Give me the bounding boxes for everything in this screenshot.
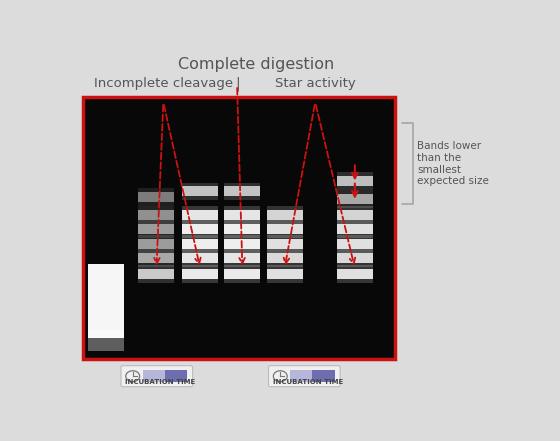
FancyBboxPatch shape bbox=[269, 366, 340, 387]
Bar bbox=[138, 188, 174, 206]
Bar bbox=[337, 220, 373, 238]
Text: Star activity: Star activity bbox=[275, 77, 356, 90]
Bar bbox=[267, 210, 302, 220]
Bar bbox=[138, 265, 174, 283]
Bar bbox=[267, 239, 302, 249]
Bar bbox=[225, 187, 260, 196]
Polygon shape bbox=[143, 370, 187, 382]
Bar bbox=[182, 235, 218, 253]
Bar bbox=[225, 239, 260, 249]
Bar bbox=[267, 265, 302, 283]
Text: Bands lower
than the
smallest
expected size: Bands lower than the smallest expected s… bbox=[417, 141, 489, 186]
Bar bbox=[225, 210, 260, 220]
Bar bbox=[225, 235, 260, 253]
Bar bbox=[337, 206, 373, 224]
Bar bbox=[337, 239, 373, 249]
Text: Incomplete cleavage: Incomplete cleavage bbox=[94, 77, 233, 90]
Bar bbox=[182, 249, 218, 267]
Bar bbox=[182, 210, 218, 220]
Bar bbox=[83, 97, 395, 359]
Bar bbox=[267, 253, 302, 263]
Bar bbox=[182, 269, 218, 279]
Bar bbox=[267, 220, 302, 238]
Bar bbox=[225, 206, 260, 224]
Bar bbox=[182, 265, 218, 283]
Bar bbox=[225, 249, 260, 267]
Polygon shape bbox=[312, 370, 334, 382]
Text: |: | bbox=[235, 76, 240, 91]
Bar bbox=[138, 253, 174, 263]
Bar bbox=[138, 269, 174, 279]
Bar bbox=[267, 224, 302, 234]
Bar bbox=[337, 172, 373, 190]
Bar bbox=[267, 206, 302, 224]
Bar bbox=[88, 265, 124, 338]
Bar bbox=[337, 194, 373, 204]
Bar bbox=[337, 253, 373, 263]
Bar bbox=[182, 224, 218, 234]
Bar bbox=[138, 239, 174, 249]
Bar bbox=[182, 206, 218, 224]
Bar bbox=[337, 265, 373, 283]
Text: INCUBATION TIME: INCUBATION TIME bbox=[273, 379, 343, 385]
Bar bbox=[337, 249, 373, 267]
Bar bbox=[225, 183, 260, 200]
Bar bbox=[138, 235, 174, 253]
Bar bbox=[225, 224, 260, 234]
Bar bbox=[138, 192, 174, 202]
Bar bbox=[225, 253, 260, 263]
Bar bbox=[337, 210, 373, 220]
Bar bbox=[182, 187, 218, 196]
Text: Complete digestion: Complete digestion bbox=[179, 57, 335, 72]
Bar bbox=[337, 191, 373, 208]
FancyBboxPatch shape bbox=[121, 366, 193, 387]
Text: INCUBATION TIME: INCUBATION TIME bbox=[125, 379, 195, 385]
Bar bbox=[267, 235, 302, 253]
Polygon shape bbox=[165, 370, 187, 382]
Bar bbox=[138, 206, 174, 224]
Bar bbox=[138, 220, 174, 238]
Bar bbox=[138, 249, 174, 267]
Bar bbox=[182, 253, 218, 263]
Bar bbox=[182, 220, 218, 238]
Bar bbox=[88, 330, 124, 351]
Bar bbox=[337, 176, 373, 186]
Bar bbox=[225, 265, 260, 283]
Polygon shape bbox=[290, 370, 334, 382]
Bar bbox=[138, 224, 174, 234]
Bar bbox=[182, 183, 218, 200]
Bar bbox=[225, 269, 260, 279]
Bar bbox=[225, 220, 260, 238]
Bar bbox=[337, 235, 373, 253]
Bar bbox=[337, 224, 373, 234]
Bar bbox=[267, 249, 302, 267]
Bar bbox=[182, 239, 218, 249]
Bar bbox=[138, 210, 174, 220]
Bar bbox=[267, 269, 302, 279]
Bar bbox=[337, 269, 373, 279]
